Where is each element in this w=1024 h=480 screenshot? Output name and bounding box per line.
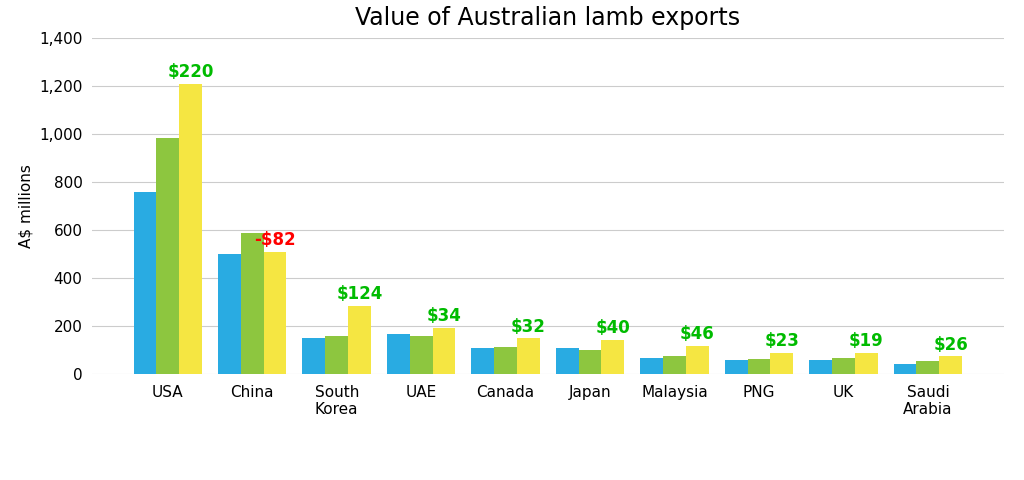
Bar [410,336,432,374]
Bar [855,353,878,374]
Bar [263,252,287,374]
Bar [218,254,241,374]
Bar [601,340,625,374]
Text: $26: $26 [933,336,968,353]
Bar [179,84,202,374]
Bar [579,350,601,374]
Y-axis label: A$ millions: A$ millions [18,165,34,248]
Text: -$82: -$82 [254,231,296,249]
Bar [664,356,686,374]
Text: $220: $220 [167,63,214,81]
Bar [686,346,709,374]
Bar [133,192,157,374]
Bar [471,348,495,374]
Bar [770,353,794,374]
Text: $32: $32 [511,318,546,336]
Text: $34: $34 [427,307,462,324]
Bar [387,334,410,374]
Bar [556,348,579,374]
Text: $23: $23 [764,332,799,350]
Bar [302,338,326,374]
Bar [748,359,770,374]
Bar [157,138,179,374]
Text: $124: $124 [336,285,383,303]
Bar [640,358,664,374]
Bar [833,358,855,374]
Bar [809,360,833,374]
Bar [939,356,963,374]
Bar [495,347,517,374]
Bar [432,328,456,374]
Bar [517,338,540,374]
Bar [348,306,371,374]
Text: $40: $40 [596,319,630,337]
Bar [241,233,263,374]
Bar [916,361,939,374]
Title: Value of Australian lamb exports: Value of Australian lamb exports [355,5,740,29]
Text: $46: $46 [680,324,715,343]
Text: $19: $19 [849,332,884,350]
Bar [326,336,348,374]
Bar [894,364,916,374]
Bar [725,360,748,374]
